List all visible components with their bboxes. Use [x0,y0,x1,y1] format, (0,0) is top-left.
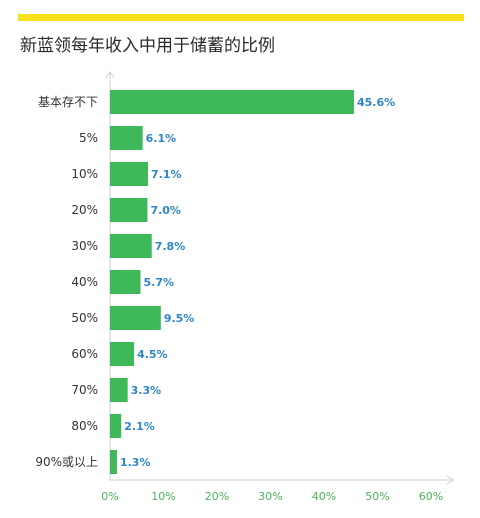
x-tick-label: 60% [419,490,443,503]
category-label: 基本存不下 [38,95,98,109]
bar [110,198,148,222]
value-label: 7.1% [151,168,182,181]
value-label: 5.7% [143,276,174,289]
x-axis-arrow [446,475,454,485]
chart-bars [110,90,354,474]
category-label: 20% [71,203,98,217]
category-label: 60% [71,347,98,361]
x-tick-label: 50% [365,490,389,503]
bar [110,306,161,330]
bar [110,90,354,114]
category-label: 40% [71,275,98,289]
category-label: 90%或以上 [35,455,98,469]
title-accent-bar [18,14,464,21]
x-tick-label: 10% [151,490,175,503]
x-tick-label: 0% [101,490,118,503]
bar [110,450,117,474]
category-label: 10% [71,167,98,181]
value-label: 6.1% [146,132,177,145]
category-label: 70% [71,383,98,397]
chart-title: 新蓝领每年收入中用于储蓄的比例 [20,36,275,56]
value-label: 7.8% [155,240,186,253]
category-label: 5% [79,131,98,145]
y-axis-arrow [105,71,115,79]
category-label: 50% [71,311,98,325]
value-label: 2.1% [124,420,155,433]
x-tick-label: 20% [205,490,229,503]
value-label: 9.5% [164,312,195,325]
bar [110,414,122,438]
x-tick-label: 40% [312,490,336,503]
bar [110,234,152,258]
value-label: 3.3% [131,384,162,397]
bar [110,378,128,402]
chart-labels: 基本存不下 45.6% 5% 6.1% 10% 7.1% 20% 7.0% 30% 7.8% 40%… [35,95,395,469]
value-label: 1.3% [120,456,151,469]
bar [110,162,148,186]
bar [110,270,141,294]
value-label: 45.6% [357,96,395,109]
category-label: 80% [71,419,98,433]
bar [110,126,143,150]
value-label: 7.0% [150,204,181,217]
value-label: 4.5% [137,348,168,361]
bar [110,342,135,366]
category-label: 30% [71,239,98,253]
x-tick-label: 30% [258,490,282,503]
chart-ticks: 0% 10% 20% 30% 40% 50% 60% [101,490,443,503]
